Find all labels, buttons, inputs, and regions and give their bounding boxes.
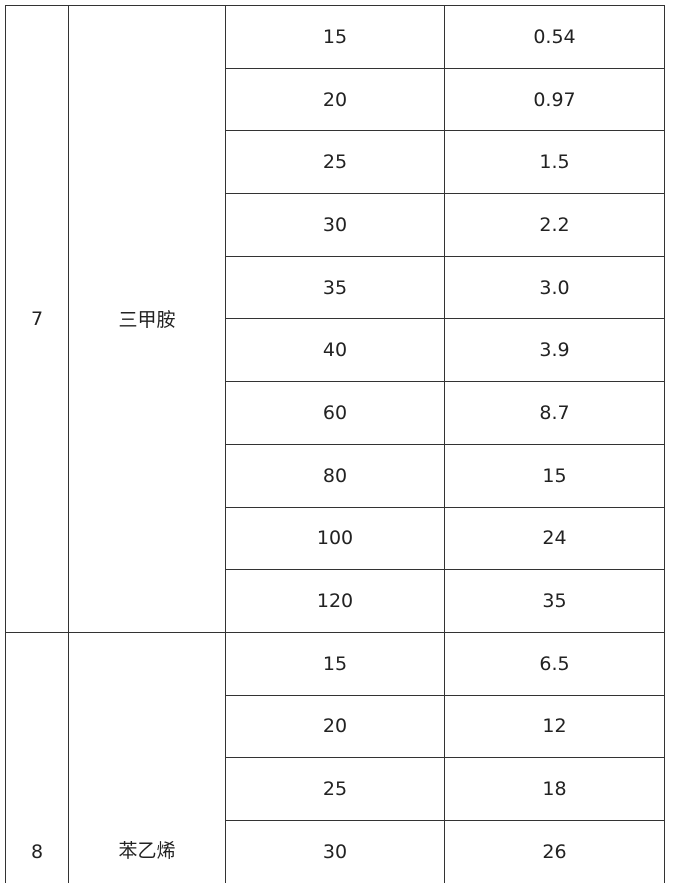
table-row: 25 1.5 <box>6 130 665 195</box>
table-row: 60 8.7 <box>6 381 665 445</box>
table-row: 25 18 <box>6 757 665 821</box>
temperature-cell: 30 <box>225 193 445 257</box>
table-row: 8 苯乙烯 15 6.5 <box>5 631 665 883</box>
value-cell: 6.5 <box>444 631 665 696</box>
value-cell: 2.2 <box>444 193 665 257</box>
temperature-cell: 25 <box>225 130 445 195</box>
value-cell: 0.97 <box>444 67 665 132</box>
temperature-cell: 80 <box>225 443 445 508</box>
temperature-cell: 25 <box>225 757 445 821</box>
value-cell: 24 <box>444 506 665 571</box>
temperature-cell: 40 <box>225 318 445 383</box>
table-row: 40 3.9 <box>6 318 665 383</box>
value-cell: 15 <box>444 443 665 508</box>
table-row: 100 24 <box>6 506 665 571</box>
temperature-cell: 30 <box>225 819 445 883</box>
table-row: 35 3.0 <box>6 255 665 320</box>
value-cell: 26 <box>444 819 665 883</box>
value-cell: 8.7 <box>444 381 665 445</box>
group-name: 苯乙烯 <box>68 631 226 883</box>
temperature-cell: 20 <box>225 67 445 132</box>
table-row: 20 0.97 <box>6 67 665 132</box>
table-body: 7 三甲胺 15 0.54 20 0.97 25 1.5 30 2.2 35 3.0 40 3.9 60 8.… <box>5 5 665 883</box>
temperature-cell: 120 <box>225 569 445 633</box>
temperature-cell: 35 <box>225 255 445 320</box>
value-cell: 12 <box>444 694 665 759</box>
temperature-cell: 100 <box>225 506 445 571</box>
table-row: 7 三甲胺 15 0.54 <box>5 5 665 633</box>
table-row: 30 2.2 <box>6 193 665 257</box>
data-table: 7 三甲胺 15 0.54 20 0.97 25 1.5 30 2.2 35 3.0 40 3.9 60 8.… <box>5 5 665 883</box>
temperature-cell: 15 <box>225 631 445 696</box>
group-number: 8 <box>5 631 69 883</box>
temperature-cell: 60 <box>225 381 445 445</box>
value-cell: 0.54 <box>444 5 665 69</box>
value-cell: 3.0 <box>444 255 665 320</box>
table-row: 120 35 <box>6 569 665 633</box>
table-row: 30 26 <box>6 819 665 883</box>
value-cell: 1.5 <box>444 130 665 195</box>
temperature-cell: 20 <box>225 694 445 759</box>
value-cell: 18 <box>444 757 665 821</box>
value-cell: 3.9 <box>444 318 665 383</box>
temperature-cell: 15 <box>225 5 445 69</box>
table-row: 80 15 <box>6 443 665 508</box>
table-row: 20 12 <box>6 694 665 759</box>
group-name: 三甲胺 <box>68 5 226 633</box>
value-cell: 35 <box>444 569 665 633</box>
group-number: 7 <box>5 5 69 633</box>
